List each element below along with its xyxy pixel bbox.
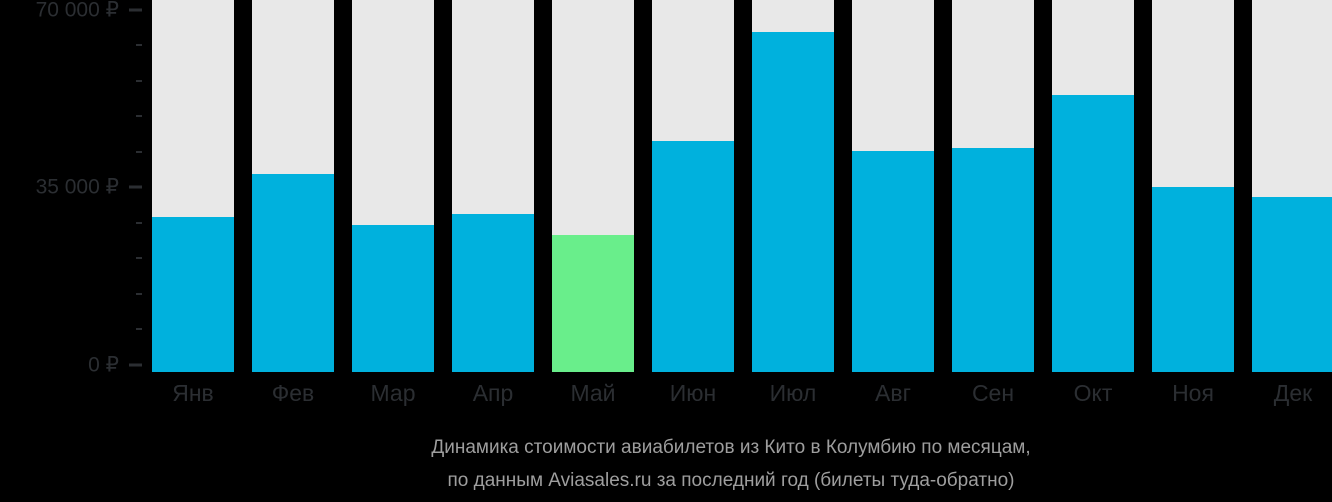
- x-tick-label-Окт: Окт: [1073, 380, 1113, 406]
- tick-mark: [129, 8, 142, 12]
- x-tick-label-Май: Май: [570, 380, 616, 406]
- y-tick-major: 0 ₽: [88, 352, 142, 377]
- bar-Июл: [752, 32, 834, 372]
- y-tick-label: 35 000 ₽: [35, 175, 119, 199]
- column-Фев: [252, 0, 334, 372]
- tick-mark: [136, 150, 142, 153]
- caption-line-1: Динамика стоимости авиабилетов из Кито в…: [431, 437, 1031, 458]
- bar-Авг: [852, 151, 934, 372]
- x-tick-label-Фев: Фев: [271, 380, 315, 406]
- tick-mark: [136, 79, 142, 82]
- x-tick-label-Дек: Дек: [1273, 380, 1313, 406]
- bar-Июн: [652, 141, 734, 372]
- tick-mark: [129, 363, 142, 366]
- y-tick-minor: [136, 328, 142, 330]
- caption-line-2: по данным Aviasales.ru за последний год …: [447, 470, 1015, 491]
- chart-caption: Динамика стоимости авиабилетов из Кито в…: [130, 431, 1332, 497]
- y-tick-major: 35 000 ₽: [36, 175, 142, 200]
- y-tick-label: 70 000 ₽: [35, 0, 119, 22]
- x-tick-label-Апр: Апр: [472, 380, 514, 406]
- tick-mark: [136, 328, 142, 330]
- bar-Ноя: [1152, 187, 1234, 372]
- y-tick-minor: [136, 44, 142, 47]
- column-Мар: [352, 0, 434, 372]
- y-tick-minor: [136, 150, 142, 153]
- bar-Фев: [252, 174, 334, 372]
- bar-Мар: [352, 225, 434, 372]
- column-Окт: [1052, 0, 1134, 372]
- x-tick-label-Июн: Июн: [669, 380, 717, 406]
- y-tick-minor: [136, 257, 142, 259]
- y-axis: 0 ₽ 35 000 ₽ 70 000 ₽: [0, 0, 142, 376]
- x-tick-label-Мар: Мар: [370, 380, 416, 406]
- bar-Апр: [452, 214, 534, 372]
- y-tick-major: 70 000 ₽: [36, 0, 142, 22]
- tick-mark: [136, 257, 142, 259]
- y-tick-minor: [136, 115, 142, 118]
- tick-mark: [136, 221, 142, 224]
- column-Июл: [752, 0, 834, 372]
- column-Май: [552, 0, 634, 372]
- column-Сен: [952, 0, 1034, 372]
- column-Янв: [152, 0, 234, 372]
- bar-Сен: [952, 148, 1034, 372]
- y-tick-minor: [136, 79, 142, 82]
- column-Апр: [452, 0, 534, 372]
- bar-Окт: [1052, 95, 1134, 372]
- tick-mark: [129, 185, 142, 189]
- x-tick-label-Сен: Сен: [971, 380, 1015, 406]
- tick-mark: [136, 44, 142, 47]
- y-tick-minor: [136, 292, 142, 295]
- column-Авг: [852, 0, 934, 372]
- tick-mark: [136, 292, 142, 295]
- column-Ноя: [1152, 0, 1234, 372]
- column-Июн: [652, 0, 734, 372]
- x-tick-label-Авг: Авг: [875, 380, 911, 406]
- plot-area: [152, 0, 1332, 372]
- bar-Дек: [1252, 197, 1332, 372]
- x-tick-label-Ноя: Ноя: [1172, 380, 1214, 406]
- tick-mark: [136, 115, 142, 118]
- x-axis-labels: Янв Фев Мар Апр Май Июн Июл Авг Сен Окт Ноя Дек: [152, 380, 1332, 407]
- column-Дек: [1252, 0, 1332, 372]
- x-tick-label-Янв: Янв: [172, 380, 214, 406]
- x-tick-label-Июл: Июл: [769, 380, 817, 406]
- y-tick-label: 0 ₽: [88, 353, 119, 376]
- y-tick-minor: [136, 221, 142, 224]
- bar-Май: [552, 235, 634, 372]
- bar-Янв: [152, 217, 234, 372]
